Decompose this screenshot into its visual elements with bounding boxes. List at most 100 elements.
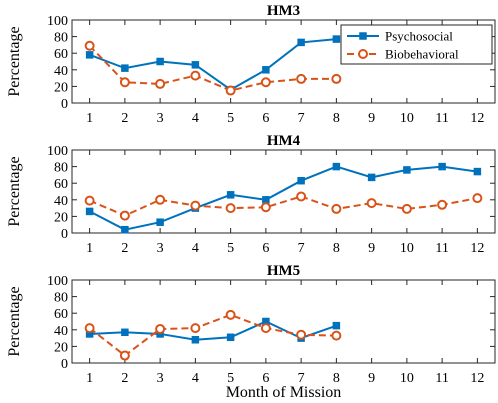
axes-frame — [71, 149, 496, 234]
y-tick-label: 60 — [54, 177, 68, 192]
x-tick-label: 8 — [333, 241, 340, 256]
psychosocial-legend-label: Psychosocial — [385, 29, 453, 44]
x-tick-label: 6 — [262, 111, 269, 126]
x-tick-label: 1 — [86, 371, 93, 386]
psychosocial-series-line — [89, 38, 337, 91]
psychosocial-data-point — [156, 218, 164, 226]
biobehavioral-data-point — [260, 323, 271, 334]
biobehavioral-data-point — [225, 309, 236, 320]
y-tick-label: 40 — [54, 324, 68, 339]
x-tick-label: 7 — [298, 111, 305, 126]
x-tick-label: 10 — [400, 241, 414, 256]
y-tick-label: 60 — [54, 47, 68, 62]
x-tick-label: 1 — [86, 111, 93, 126]
x-tick-label: 9 — [368, 371, 375, 386]
x-tick-label: 2 — [121, 241, 128, 256]
psychosocial-data-point — [121, 64, 129, 72]
x-tick-label: 5 — [227, 111, 234, 126]
biobehavioral-legend-marker — [358, 49, 368, 59]
psychosocial-data-point — [156, 57, 164, 66]
psychosocial-data-point — [332, 321, 341, 330]
biobehavioral-data-point — [296, 191, 307, 202]
biobehavioral-data-point — [119, 77, 130, 88]
biobehavioral-data-point — [190, 200, 201, 211]
x-tick-label: 8 — [333, 111, 340, 126]
x-tick-label: 2 — [121, 371, 128, 386]
biobehavioral-series-line — [88, 45, 337, 92]
y-axis-label: Percentage — [6, 286, 23, 356]
biobehavioral-data-point — [366, 198, 377, 209]
axes-frame — [71, 279, 496, 364]
biobehavioral-series-line — [89, 195, 478, 217]
psychosocial-data-point — [85, 207, 94, 216]
psychosocial-data-point — [191, 61, 200, 69]
biobehavioral-data-point — [190, 70, 201, 81]
x-tick-label: 8 — [333, 371, 340, 386]
biobehavioral-data-point — [437, 199, 448, 210]
y-tick-label: 20 — [54, 210, 68, 225]
biobehavioral-data-point — [260, 77, 271, 88]
panel-title: HM5 — [267, 263, 300, 279]
y-axis-label: Percentage — [6, 156, 23, 226]
psychosocial-data-point — [473, 167, 482, 176]
x-tick-label: 6 — [262, 241, 269, 256]
biobehavioral-data-point — [155, 78, 166, 89]
psychosocial-data-point — [297, 176, 305, 185]
psychosocial-data-point — [226, 191, 235, 199]
biobehavioral-data-point — [119, 350, 130, 361]
biobehavioral-data-point — [225, 85, 236, 96]
y-axis-label: Percentage — [6, 26, 23, 96]
biobehavioral-data-point — [84, 40, 95, 51]
biobehavioral-data-point — [190, 323, 201, 334]
x-tick-label: 9 — [368, 241, 375, 256]
y-tick-label: 40 — [54, 194, 68, 209]
x-tick-label: 9 — [368, 111, 375, 126]
x-tick-label: 11 — [435, 241, 448, 256]
y-tick-label: 0 — [61, 357, 68, 372]
x-tick-label: 4 — [192, 241, 199, 256]
x-tick-label: 4 — [192, 371, 199, 386]
x-tick-label: 5 — [227, 371, 234, 386]
psychosocial-data-point — [226, 333, 235, 342]
psychosocial-data-point — [262, 66, 270, 74]
legend: Psychosocial Biobehavioral — [340, 24, 493, 65]
y-tick-label: 0 — [61, 227, 68, 242]
biobehavioral-data-point — [296, 329, 307, 340]
biobehavioral-data-point — [119, 210, 130, 221]
x-tick-label: 12 — [470, 241, 484, 256]
psychosocial-data-point — [332, 35, 341, 43]
x-tick-label: 10 — [400, 111, 414, 126]
psychosocial-series-line — [89, 320, 337, 341]
y-tick-label: 60 — [54, 307, 68, 322]
y-tick-label: 0 — [61, 97, 68, 112]
biobehavioral-data-point — [155, 194, 166, 205]
x-tick-label: 4 — [192, 111, 199, 126]
psychosocial-data-point — [438, 162, 446, 171]
y-tick-label: 80 — [54, 291, 68, 306]
y-tick-label: 80 — [54, 31, 68, 46]
x-tick-label: 11 — [435, 111, 448, 126]
biobehavioral-data-point — [296, 73, 307, 84]
y-tick-label: 100 — [47, 144, 68, 159]
x-tick-label: 12 — [470, 371, 484, 386]
x-tick-label: 1 — [86, 241, 93, 256]
x-tick-label: 7 — [298, 241, 305, 256]
y-tick-label: 40 — [54, 64, 68, 79]
psychosocial-legend-marker — [359, 32, 367, 40]
psychosocial-data-point — [332, 162, 341, 171]
x-tick-label: 5 — [227, 241, 234, 256]
x-tick-label: 10 — [400, 371, 414, 386]
biobehavioral-data-point — [155, 323, 166, 334]
y-tick-label: 100 — [47, 14, 68, 29]
biobehavioral-data-point — [84, 195, 95, 206]
x-axis-label: Month of Mission — [226, 384, 342, 401]
biobehavioral-data-point — [401, 203, 412, 214]
psychosocial-data-point — [262, 196, 270, 204]
biobehavioral-data-point — [472, 193, 483, 204]
y-tick-label: 100 — [47, 274, 68, 289]
x-tick-label: 3 — [157, 371, 164, 386]
psychosocial-data-point — [121, 328, 129, 337]
y-tick-label: 20 — [54, 80, 68, 95]
